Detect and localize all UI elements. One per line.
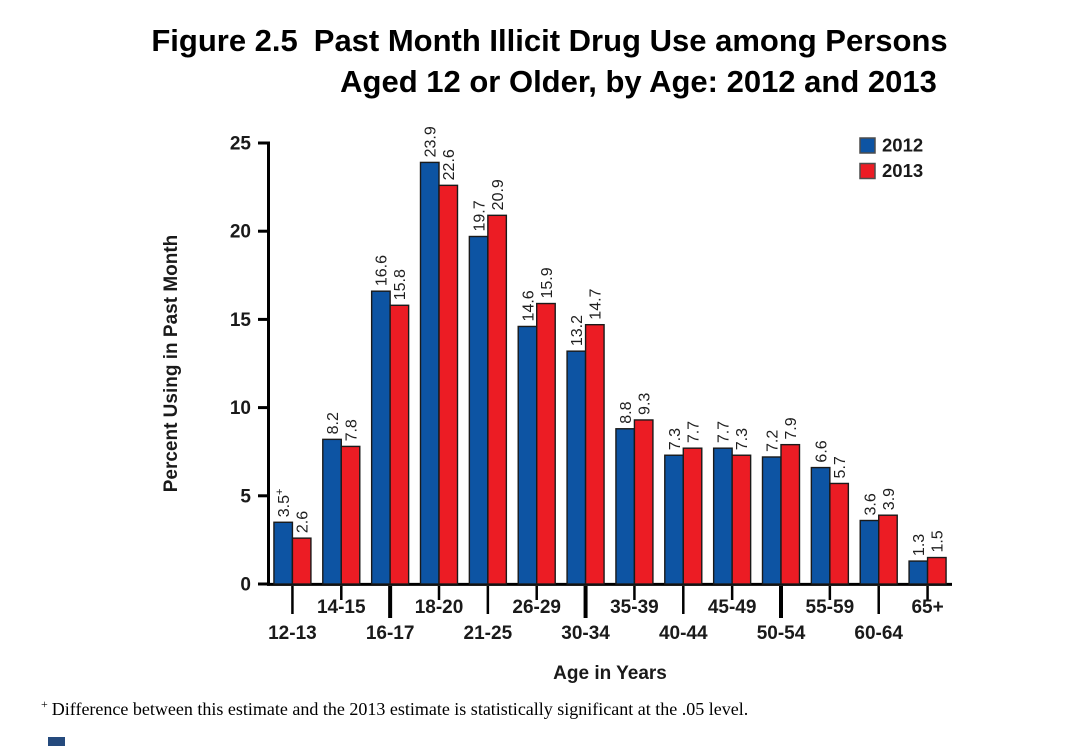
bar-value-label-2013-60-64: 3.9	[881, 488, 898, 510]
bar-value-label-2013-35-39: 9.3	[636, 393, 653, 415]
bar-2012-12-13	[273, 521, 294, 585]
figure-title: Figure 2.5 Past Month Illicit Drug Use am…	[0, 20, 1077, 102]
bar-value-label-2013-55-59: 5.7	[832, 456, 849, 478]
y-tick-label: 0	[240, 575, 251, 596]
bar-2013-12-13	[291, 537, 312, 585]
footnote-text: Difference between this estimate and the…	[51, 699, 749, 719]
x-category-label-60-64: 60-64	[854, 623, 903, 644]
y-tick-label: 15	[230, 310, 252, 331]
y-axis-title: Percent Using in Past Month	[161, 235, 182, 493]
bar-2012-40-44	[664, 454, 684, 585]
page-corner-decoration-square	[48, 737, 65, 746]
bar-value-label-2012-30-34: 13.2	[569, 315, 586, 346]
bar-2013-14-15	[340, 445, 361, 585]
bar-value-label-2012-21-25: 19.7	[471, 200, 488, 231]
x-category-label-55-59: 55-59	[806, 597, 855, 618]
bar-value-label-2012-18-20: 23.9	[423, 126, 440, 157]
bar-value-label-2013-40-44: 7.7	[685, 421, 702, 443]
figure-title-text: Past Month Illicit Drug Use among Person…	[313, 23, 948, 58]
x-category-label-21-25: 21-25	[464, 623, 513, 644]
x-category-label-26-29: 26-29	[512, 597, 561, 618]
bar-2013-35-39	[633, 419, 654, 585]
bar-value-label-2012-14-15: 8.2	[325, 412, 342, 434]
bar-value-label-2012-12-13: 3.5+	[274, 489, 293, 518]
x-category-label-50-54: 50-54	[757, 623, 806, 644]
bar-2012-55-59	[810, 466, 831, 585]
bar-2012-60-64	[859, 519, 880, 585]
legend-label-2013: 2013	[882, 160, 923, 181]
bar-2013-26-29	[536, 302, 556, 585]
figure-number-label: Figure 2.5	[151, 23, 298, 58]
bar-value-label-2012-60-64: 3.6	[862, 493, 879, 515]
x-category-label-12-13: 12-13	[268, 623, 317, 644]
figure-title-line-2: Aged 12 or Older, by Age: 2012 and 2013	[340, 64, 937, 99]
y-tick-label: 5	[240, 486, 251, 507]
bar-2012-16-17	[370, 290, 391, 585]
bar-2012-35-39	[615, 428, 636, 585]
bar-value-label-2013-12-13: 2.6	[294, 511, 311, 533]
bar-value-label-2013-50-54: 7.9	[783, 417, 800, 439]
x-category-label-30-34: 30-34	[561, 623, 610, 644]
bar-2013-65+	[926, 556, 947, 585]
bar-2012-45-49	[712, 447, 733, 585]
footnote: + Difference between this estimate and th…	[41, 697, 1041, 720]
bar-value-label-2013-45-49: 7.3	[734, 428, 751, 450]
y-tick-label: 10	[230, 398, 251, 419]
legend-swatch-2013	[859, 162, 876, 180]
bar-2013-55-59	[829, 482, 850, 585]
x-category-label-18-20: 18-20	[415, 597, 464, 618]
bar-value-label-2013-30-34: 14.7	[588, 288, 605, 319]
bar-2012-21-25	[468, 235, 489, 585]
bar-value-label-2013-21-25: 20.9	[490, 179, 507, 210]
x-category-label-45-49: 45-49	[708, 597, 757, 618]
bar-value-label-2012-40-44: 7.3	[667, 428, 684, 450]
bar-2013-18-20	[438, 184, 459, 585]
bar-2012-26-29	[517, 325, 538, 585]
legend-swatch-2012	[859, 137, 876, 154]
bar-value-label-2012-35-39: 8.8	[618, 401, 635, 423]
bar-2013-21-25	[487, 214, 508, 585]
bar-value-label-2013-26-29: 15.9	[539, 267, 556, 298]
bar-value-label-2012-16-17: 16.6	[374, 255, 391, 286]
bar-2013-40-44	[682, 447, 703, 585]
footnote-significance-marker: +	[41, 697, 48, 711]
x-category-label-65+: 65+	[911, 597, 943, 618]
bar-value-label-2013-18-20: 22.6	[441, 149, 458, 180]
bar-value-label-2013-16-17: 15.8	[392, 269, 409, 300]
bar-2012-18-20	[419, 161, 440, 585]
bar-2012-65+	[908, 560, 929, 585]
significance-marker: +	[274, 489, 286, 495]
y-tick-label: 20	[230, 222, 251, 243]
x-category-label-14-15: 14-15	[317, 597, 366, 618]
x-axis-title: Age in Years	[553, 663, 667, 684]
bar-2012-14-15	[322, 438, 342, 585]
bar-value-label-2013-14-15: 7.8	[343, 419, 360, 441]
y-tick-label: 25	[230, 134, 252, 155]
bar-2013-60-64	[878, 514, 898, 585]
bar-2013-30-34	[584, 323, 605, 585]
legend-label-2012: 2012	[882, 135, 923, 156]
figure-title-line-1: Figure 2.5 Past Month Illicit Drug Use am…	[22, 20, 1077, 61]
bar-2012-30-34	[566, 350, 587, 585]
x-category-label-40-44: 40-44	[659, 623, 708, 644]
bar-2012-50-54	[761, 456, 782, 585]
bar-2013-50-54	[780, 443, 801, 585]
x-category-label-35-39: 35-39	[610, 597, 659, 618]
bar-2013-45-49	[731, 454, 752, 585]
x-category-label-16-17: 16-17	[366, 623, 415, 644]
bar-value-label-2012-45-49: 7.7	[716, 421, 733, 443]
bar-value-label-2012-50-54: 7.2	[765, 430, 782, 452]
bar-value-label-2012-26-29: 14.6	[520, 290, 537, 321]
bar-value-label-2012-65+: 1.3	[911, 534, 928, 556]
bar-value-label-2012-55-59: 6.6	[813, 440, 830, 462]
bar-value-label-2013-65+: 1.5	[930, 530, 947, 552]
bar-2013-16-17	[389, 304, 410, 585]
